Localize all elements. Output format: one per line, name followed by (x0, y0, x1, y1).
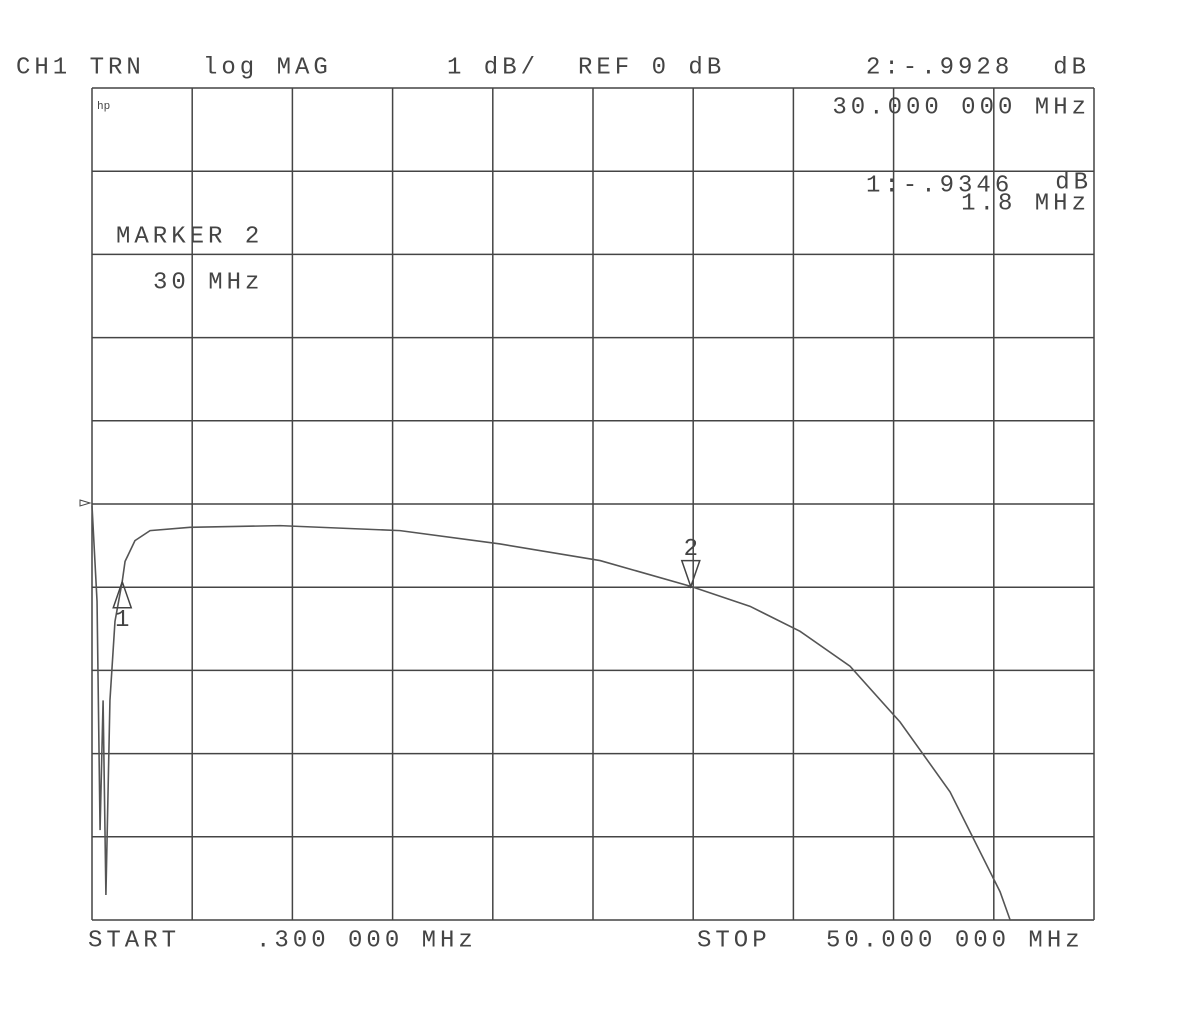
header-ref: REF 0 dB (578, 54, 725, 81)
marker-label: 2 (684, 536, 698, 563)
start-label: START (88, 927, 180, 954)
header-channel: CH1 TRN (16, 54, 145, 81)
ref-indicator (79, 499, 92, 507)
marker-readout: 2:-.9928 (866, 54, 1013, 81)
trace (91, 505, 1094, 921)
logo: hp (97, 101, 110, 113)
marker (680, 559, 701, 589)
start-value: .300 000 MHz (256, 927, 477, 954)
header-scale: 1 dB/ (447, 54, 539, 81)
marker-readout: 1:-.9346 (866, 172, 1013, 199)
stop-label: STOP (697, 927, 771, 954)
marker-freq: 1.8 MHz (961, 190, 1090, 217)
annotation: 30 MHz (153, 269, 263, 296)
marker-freq: 30.000 000 MHz (832, 94, 1090, 121)
header-format: log MAG (203, 54, 332, 81)
marker-label: 1 (115, 607, 129, 634)
stop-value: 50.000 000 MHz (826, 927, 1084, 954)
marker-unit: dB (1053, 54, 1090, 81)
annotation: MARKER 2 (116, 223, 263, 250)
marker-unit: dB (1055, 169, 1092, 196)
marker (112, 579, 133, 609)
